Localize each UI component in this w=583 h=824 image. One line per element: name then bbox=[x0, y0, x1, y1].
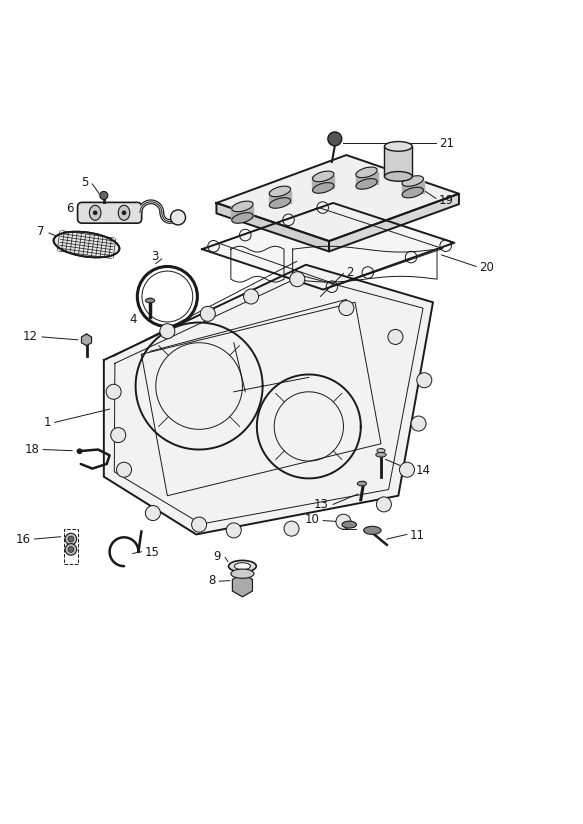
Circle shape bbox=[290, 272, 305, 287]
Text: 7: 7 bbox=[37, 225, 45, 238]
Text: 16: 16 bbox=[16, 532, 30, 545]
Polygon shape bbox=[384, 147, 412, 176]
Circle shape bbox=[388, 330, 403, 344]
Text: 14: 14 bbox=[416, 465, 431, 477]
Circle shape bbox=[336, 514, 351, 529]
Circle shape bbox=[339, 301, 354, 316]
Circle shape bbox=[106, 384, 121, 400]
Ellipse shape bbox=[232, 201, 253, 212]
Ellipse shape bbox=[234, 563, 251, 569]
Circle shape bbox=[417, 372, 432, 388]
Ellipse shape bbox=[402, 176, 423, 186]
Text: 12: 12 bbox=[22, 330, 37, 344]
Circle shape bbox=[160, 324, 175, 339]
Ellipse shape bbox=[377, 448, 385, 452]
Circle shape bbox=[100, 191, 108, 199]
Text: 11: 11 bbox=[410, 529, 425, 542]
Text: 6: 6 bbox=[66, 202, 73, 215]
Polygon shape bbox=[329, 194, 459, 251]
Circle shape bbox=[226, 523, 241, 538]
Ellipse shape bbox=[312, 183, 334, 194]
Polygon shape bbox=[312, 176, 334, 188]
Text: 2: 2 bbox=[346, 266, 354, 279]
Polygon shape bbox=[231, 207, 254, 218]
Circle shape bbox=[201, 307, 215, 321]
Circle shape bbox=[192, 517, 206, 532]
Polygon shape bbox=[356, 172, 378, 184]
Text: 8: 8 bbox=[208, 574, 215, 588]
Ellipse shape bbox=[402, 187, 423, 198]
Circle shape bbox=[117, 462, 132, 477]
Text: 4: 4 bbox=[129, 313, 137, 326]
Polygon shape bbox=[104, 265, 433, 535]
Ellipse shape bbox=[364, 527, 381, 535]
Circle shape bbox=[68, 546, 74, 552]
Ellipse shape bbox=[312, 171, 334, 181]
Ellipse shape bbox=[231, 569, 254, 578]
Circle shape bbox=[284, 521, 299, 536]
Ellipse shape bbox=[269, 186, 290, 197]
Circle shape bbox=[377, 497, 391, 512]
Text: 3: 3 bbox=[152, 250, 159, 263]
Ellipse shape bbox=[376, 452, 386, 457]
Circle shape bbox=[111, 428, 126, 442]
FancyBboxPatch shape bbox=[78, 203, 142, 223]
Ellipse shape bbox=[342, 521, 356, 528]
Circle shape bbox=[93, 210, 97, 215]
Polygon shape bbox=[216, 155, 459, 241]
Polygon shape bbox=[269, 191, 291, 203]
Circle shape bbox=[244, 289, 259, 304]
Circle shape bbox=[68, 536, 74, 542]
Ellipse shape bbox=[118, 205, 130, 220]
Circle shape bbox=[170, 210, 185, 225]
Polygon shape bbox=[233, 574, 252, 597]
Circle shape bbox=[77, 448, 82, 454]
Circle shape bbox=[122, 210, 127, 215]
Ellipse shape bbox=[89, 205, 101, 220]
Ellipse shape bbox=[145, 298, 154, 303]
Ellipse shape bbox=[232, 213, 253, 223]
Circle shape bbox=[145, 506, 160, 521]
Circle shape bbox=[65, 544, 77, 555]
Text: 15: 15 bbox=[144, 546, 159, 559]
Text: 13: 13 bbox=[314, 498, 329, 511]
Circle shape bbox=[411, 416, 426, 431]
Text: 9: 9 bbox=[213, 550, 221, 564]
Ellipse shape bbox=[384, 171, 412, 181]
Polygon shape bbox=[402, 181, 424, 193]
Polygon shape bbox=[216, 203, 329, 251]
Polygon shape bbox=[202, 203, 454, 289]
Ellipse shape bbox=[269, 198, 290, 208]
Polygon shape bbox=[82, 334, 92, 345]
Circle shape bbox=[399, 462, 415, 477]
Ellipse shape bbox=[356, 179, 377, 190]
Text: 19: 19 bbox=[439, 194, 454, 207]
Circle shape bbox=[65, 533, 77, 545]
Text: 20: 20 bbox=[479, 261, 494, 274]
Text: 21: 21 bbox=[439, 137, 454, 150]
Ellipse shape bbox=[357, 481, 367, 486]
Text: 18: 18 bbox=[24, 443, 39, 456]
Text: 10: 10 bbox=[304, 513, 319, 527]
Text: 5: 5 bbox=[81, 176, 88, 190]
Text: 1: 1 bbox=[43, 416, 51, 429]
Ellipse shape bbox=[229, 560, 257, 572]
Ellipse shape bbox=[384, 142, 412, 152]
Circle shape bbox=[328, 132, 342, 146]
Ellipse shape bbox=[54, 232, 120, 257]
Ellipse shape bbox=[356, 167, 377, 178]
